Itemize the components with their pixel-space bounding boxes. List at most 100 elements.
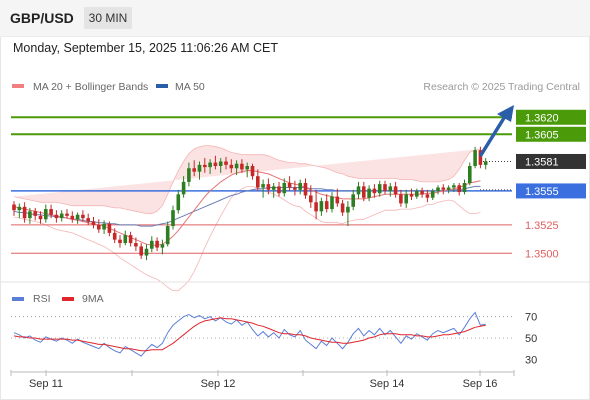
candle-bullish — [436, 187, 440, 191]
pivot-tag — [516, 183, 586, 199]
projection-arrow-shaft — [479, 116, 506, 157]
candle-bullish — [165, 226, 170, 245]
candle-bearish — [134, 243, 138, 247]
candle-bullish — [144, 248, 149, 256]
resistance-tag — [516, 109, 586, 125]
candle-bearish — [335, 196, 340, 204]
candle-bullish — [483, 161, 488, 165]
candle-bullish — [271, 186, 276, 190]
candle-bearish — [393, 186, 398, 195]
rsi-line — [13, 311, 486, 357]
candle-bearish — [139, 246, 143, 256]
candle-bearish — [287, 183, 292, 188]
candle-bullish — [462, 183, 467, 193]
legend-rsi-label: RSI — [33, 293, 51, 305]
x-tick-label: Sep 11 — [29, 378, 63, 390]
candle-bearish — [49, 209, 53, 215]
symbol-label: GBP/USD — [10, 10, 74, 26]
candle-bullish — [330, 196, 334, 210]
ma50-line — [13, 185, 481, 227]
candle-bullish — [17, 206, 22, 211]
legend-ma50-swatch — [156, 84, 168, 88]
header-bar: GBP/USD 30 MIN — [0, 0, 590, 37]
x-tick-label: Sep 12 — [201, 378, 236, 390]
candle-bullish — [59, 213, 64, 219]
candle-bearish — [372, 188, 377, 194]
candle-bearish — [425, 194, 430, 198]
candle-bearish — [293, 187, 297, 190]
candle-bullish — [123, 235, 128, 244]
bollinger-upper-line — [13, 145, 481, 215]
candle-bullish — [388, 186, 393, 191]
candle-bullish — [468, 166, 472, 183]
candle-bearish — [277, 186, 281, 194]
rsi-tick-label: 30 — [525, 354, 537, 366]
projection-arrow-head — [497, 105, 514, 122]
candle-bearish — [81, 214, 85, 219]
candle-bullish — [367, 188, 371, 198]
candle-bearish — [91, 221, 96, 225]
copyright-label: Research © 2025 Trading Central — [423, 81, 580, 93]
legend-bollinger-label: MA 20 + Bollinger Bands — [33, 81, 148, 93]
candle-bearish — [314, 202, 318, 212]
candle-bearish — [38, 215, 43, 220]
candle-bearish — [128, 235, 133, 244]
candle-bearish — [54, 214, 59, 219]
candle-bullish — [181, 181, 186, 195]
candle-bullish — [171, 210, 175, 227]
legend-bollinger-swatch — [12, 84, 24, 88]
candle-bullish — [75, 214, 80, 220]
candle-bearish — [362, 186, 366, 198]
candle-bearish — [192, 168, 196, 172]
candle-bullish — [44, 209, 48, 220]
candle-bearish — [383, 184, 387, 191]
candle-bullish — [160, 244, 165, 248]
x-tick-label: Sep 16 — [463, 378, 498, 390]
rsi-tick-label: 70 — [525, 312, 537, 324]
candle-bearish — [399, 194, 403, 204]
legend-ma50-label: MA 50 — [175, 81, 205, 93]
candle-bearish — [213, 162, 218, 166]
candle-bearish — [229, 164, 234, 169]
candle-bullish — [234, 163, 239, 169]
candle-bearish — [420, 190, 424, 195]
candle-bearish — [112, 232, 117, 240]
legend-9ma-label: 9MA — [82, 293, 104, 305]
last-price-label: 1.3581 — [525, 156, 559, 168]
legend-rsi-swatch — [12, 297, 24, 301]
candle-bullish — [187, 168, 191, 182]
candle-bullish — [176, 194, 181, 211]
timestamp: Monday, September 15, 2025 11:06:26 AM C… — [13, 41, 278, 55]
candle-bearish — [155, 240, 159, 248]
candle-bullish — [446, 187, 451, 190]
bollinger-lower-line — [13, 185, 481, 292]
candle-bearish — [478, 150, 483, 165]
candle-bullish — [356, 186, 361, 195]
candle-bearish — [340, 203, 345, 213]
candle-bearish — [33, 211, 37, 216]
candle-bullish — [351, 194, 355, 207]
timeframe-button[interactable]: 30 MIN — [84, 7, 132, 29]
support-label: 1.3525 — [525, 220, 559, 232]
candle-bearish — [457, 185, 461, 193]
pivot-label: 1.3555 — [525, 186, 559, 198]
candle-bearish — [309, 195, 313, 203]
ma20-line — [13, 170, 481, 246]
resistance-label: 1.3620 — [525, 112, 559, 124]
candle-bearish — [256, 176, 260, 188]
candle-bullish — [261, 184, 265, 188]
candle-bullish — [430, 190, 435, 198]
candle-bullish — [346, 206, 350, 213]
candle-bullish — [473, 150, 477, 166]
last-price-tag — [516, 153, 586, 169]
candle-bearish — [70, 215, 75, 220]
candle-bearish — [409, 194, 414, 197]
candle-bullish — [319, 201, 324, 212]
candle-bullish — [415, 190, 419, 197]
candle-bullish — [298, 183, 302, 190]
candle-bearish — [324, 201, 329, 210]
candle-bullish — [218, 161, 223, 166]
candle-bearish — [203, 164, 207, 168]
rsi-9ma-line — [13, 317, 486, 352]
